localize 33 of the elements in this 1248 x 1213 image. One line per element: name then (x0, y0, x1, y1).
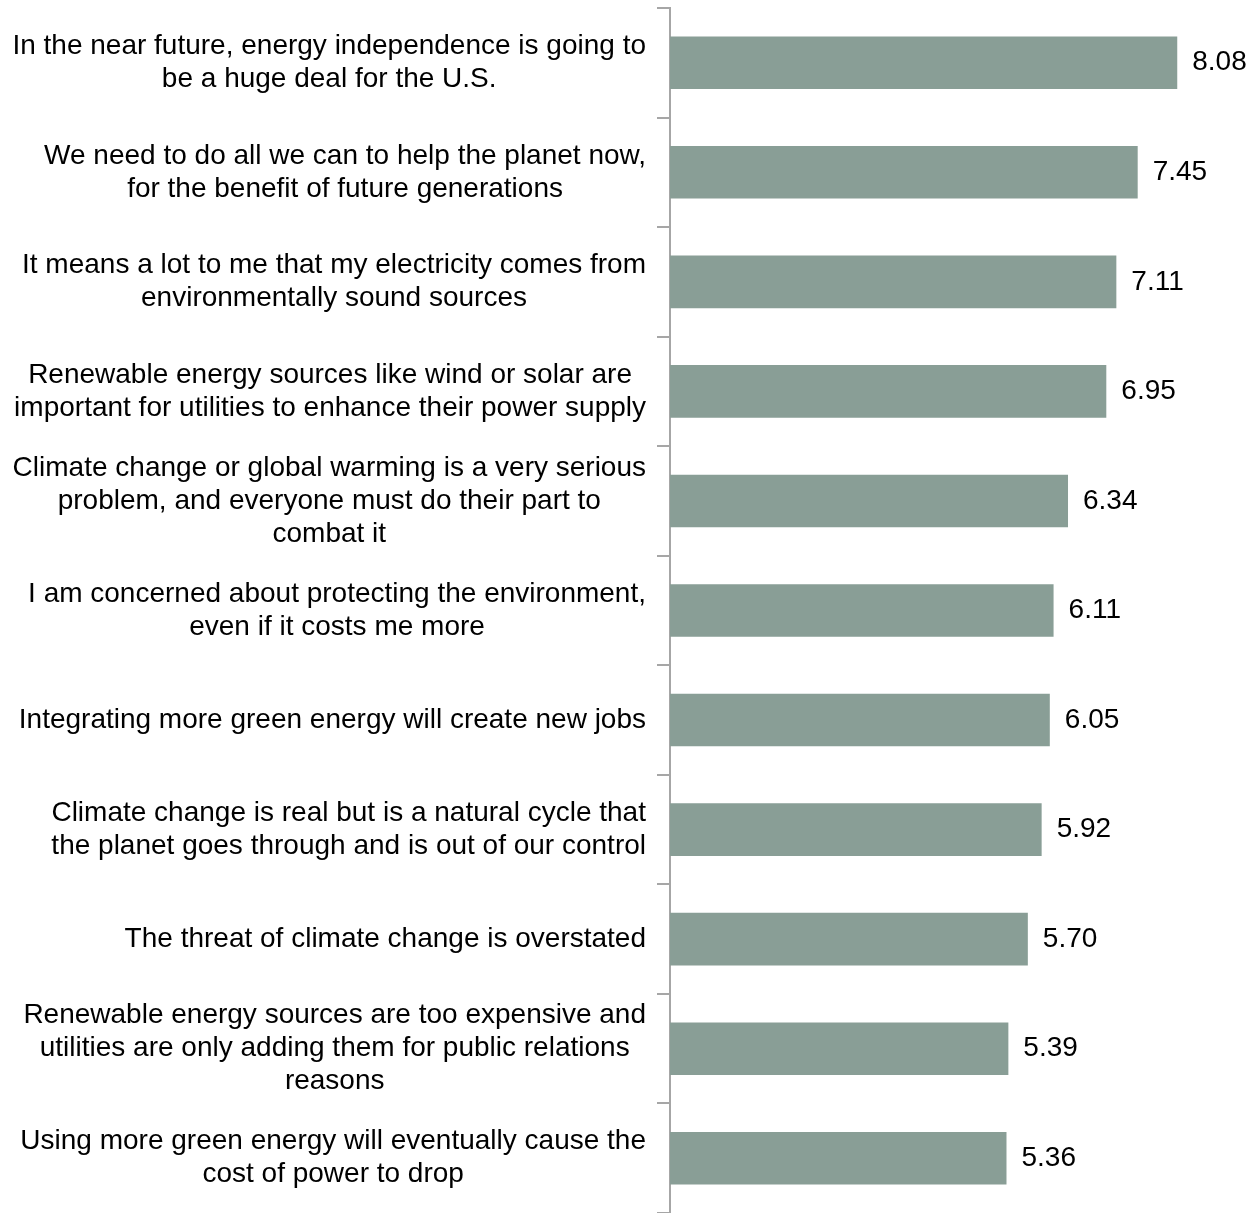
data-label: 6.05 (1064, 702, 1120, 734)
data-label: 5.39 (1023, 1031, 1078, 1063)
bar (670, 36, 1178, 90)
y-tick-label: Climate change is real but is a natural cycle that the planet goes through and is out of our control (51, 795, 647, 860)
data-label: 6.11 (1068, 593, 1121, 625)
bar (670, 584, 1054, 637)
bar (670, 365, 1107, 418)
y-tick-label: In the near future, energy independence is going to be a huge deal for the U.S. (12, 28, 646, 93)
y-tick-label: It means a lot to me that my electricity comes from environmentally sound sources (22, 248, 647, 313)
bar (670, 474, 1069, 528)
data-label: 5.70 (1042, 921, 1098, 953)
data-label: 8.08 (1192, 45, 1247, 77)
y-tick-label: The threat of climate change is overstated (124, 921, 646, 953)
y-tick-label: Renewable energy sources are too expensive and utilities are only adding them for public relations reasons (23, 998, 646, 1096)
data-label: 6.34 (1083, 483, 1138, 515)
data-label: 6.95 (1121, 374, 1176, 406)
bar (670, 146, 1138, 199)
y-tick-label: Climate change or global warming is a very serious problem, and everyone must do their part to combat it (12, 450, 646, 548)
data-label: 5.92 (1056, 812, 1112, 844)
y-tick-label: Using more green energy will eventually cause the cost of power to drop (20, 1124, 646, 1189)
bar (670, 1022, 1009, 1075)
bar (670, 693, 1050, 747)
y-tick-label: I am concerned about protecting the environment, even if it costs me more (28, 576, 646, 641)
data-label: 5.36 (1021, 1140, 1076, 1172)
y-tick-label: Renewable energy sources like wind or solar are important for utilities to enhance their power supply (14, 357, 646, 422)
y-tick-label: Integrating more green energy will create new jobs (18, 702, 646, 734)
y-tick-label: We need to do all we can to help the planet now, for the benefit of future generations (44, 138, 646, 203)
bar (670, 803, 1042, 856)
bar (670, 1131, 1007, 1185)
data-label: 7.45 (1152, 155, 1208, 187)
bar (670, 912, 1028, 966)
bar (670, 255, 1117, 309)
data-label: 7.11 (1131, 264, 1184, 296)
